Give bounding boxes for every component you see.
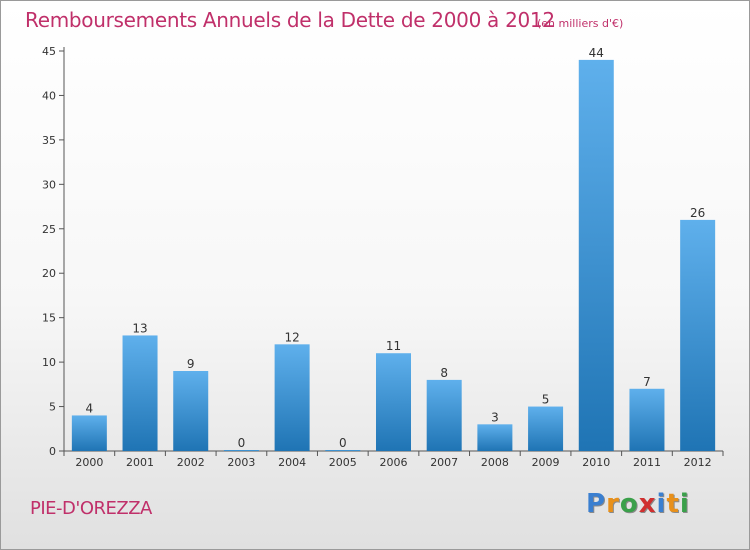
- x-tick-label: 2005: [329, 456, 357, 469]
- bar: [477, 424, 513, 451]
- logo-letter: i: [679, 489, 690, 519]
- x-tick-label: 2002: [177, 456, 205, 469]
- bar: [629, 388, 665, 451]
- bar: [71, 415, 107, 451]
- chart-title: Remboursements Annuels de la Dette de 20…: [25, 8, 555, 32]
- commune-name: PIE-D'OREZZA: [30, 498, 152, 519]
- logo-letter: t: [666, 489, 680, 519]
- x-tick-label: 2007: [430, 456, 458, 469]
- y-tick-label: 40: [42, 89, 56, 102]
- y-tick-label: 20: [42, 267, 56, 280]
- x-tick-label: 2011: [633, 456, 661, 469]
- bar-value-label: 7: [643, 375, 651, 389]
- bar-value-label: 12: [284, 330, 299, 344]
- unit-label: (en milliers d'€): [537, 17, 624, 30]
- logo-letter: i: [656, 489, 667, 519]
- y-tick-label: 10: [42, 356, 56, 369]
- logo-letter: P: [586, 489, 607, 519]
- bar: [173, 371, 209, 451]
- x-tick-label: 2008: [481, 456, 509, 469]
- bar: [223, 450, 259, 451]
- x-tick-label: 2010: [582, 456, 610, 469]
- bar: [325, 450, 361, 451]
- bar-value-label: 11: [386, 339, 401, 353]
- bar-value-label: 4: [86, 401, 94, 415]
- bar-value-label: 26: [690, 206, 705, 220]
- x-tick-label: 2009: [532, 456, 560, 469]
- x-tick-label: 2004: [278, 456, 306, 469]
- bar-value-label: 0: [339, 436, 347, 450]
- bar-value-label: 13: [132, 321, 147, 335]
- y-tick-label: 0: [49, 445, 56, 458]
- y-tick-label: 15: [42, 312, 56, 325]
- bar: [680, 219, 716, 451]
- y-tick-label: 45: [42, 45, 56, 58]
- bar-value-label: 3: [491, 410, 499, 424]
- x-tick-label: 2012: [684, 456, 712, 469]
- bar: [122, 335, 158, 451]
- y-tick-label: 30: [42, 178, 56, 191]
- logo-letter: o: [619, 489, 639, 519]
- bar-value-label: 8: [440, 366, 448, 380]
- proxiti-logo: Proxiti: [586, 489, 690, 519]
- y-tick-label: 5: [49, 401, 56, 414]
- x-tick-label: 2003: [227, 456, 255, 469]
- x-tick-label: 2006: [380, 456, 408, 469]
- y-tick-label: 35: [42, 134, 56, 147]
- bar: [376, 353, 411, 451]
- bar-value-label: 5: [542, 393, 550, 407]
- y-tick-label: 25: [42, 223, 56, 236]
- x-tick-label: 2000: [75, 456, 103, 469]
- logo-letter: x: [638, 489, 657, 519]
- x-tick-label: 2001: [126, 456, 154, 469]
- bar: [426, 379, 462, 451]
- bar-value-label: 44: [589, 46, 604, 60]
- bar: [578, 59, 614, 452]
- bar-value-label: 0: [238, 436, 246, 450]
- bar-value-label: 9: [187, 357, 195, 371]
- logo-letter: r: [606, 489, 620, 519]
- bar: [528, 406, 564, 451]
- bar: [274, 344, 310, 451]
